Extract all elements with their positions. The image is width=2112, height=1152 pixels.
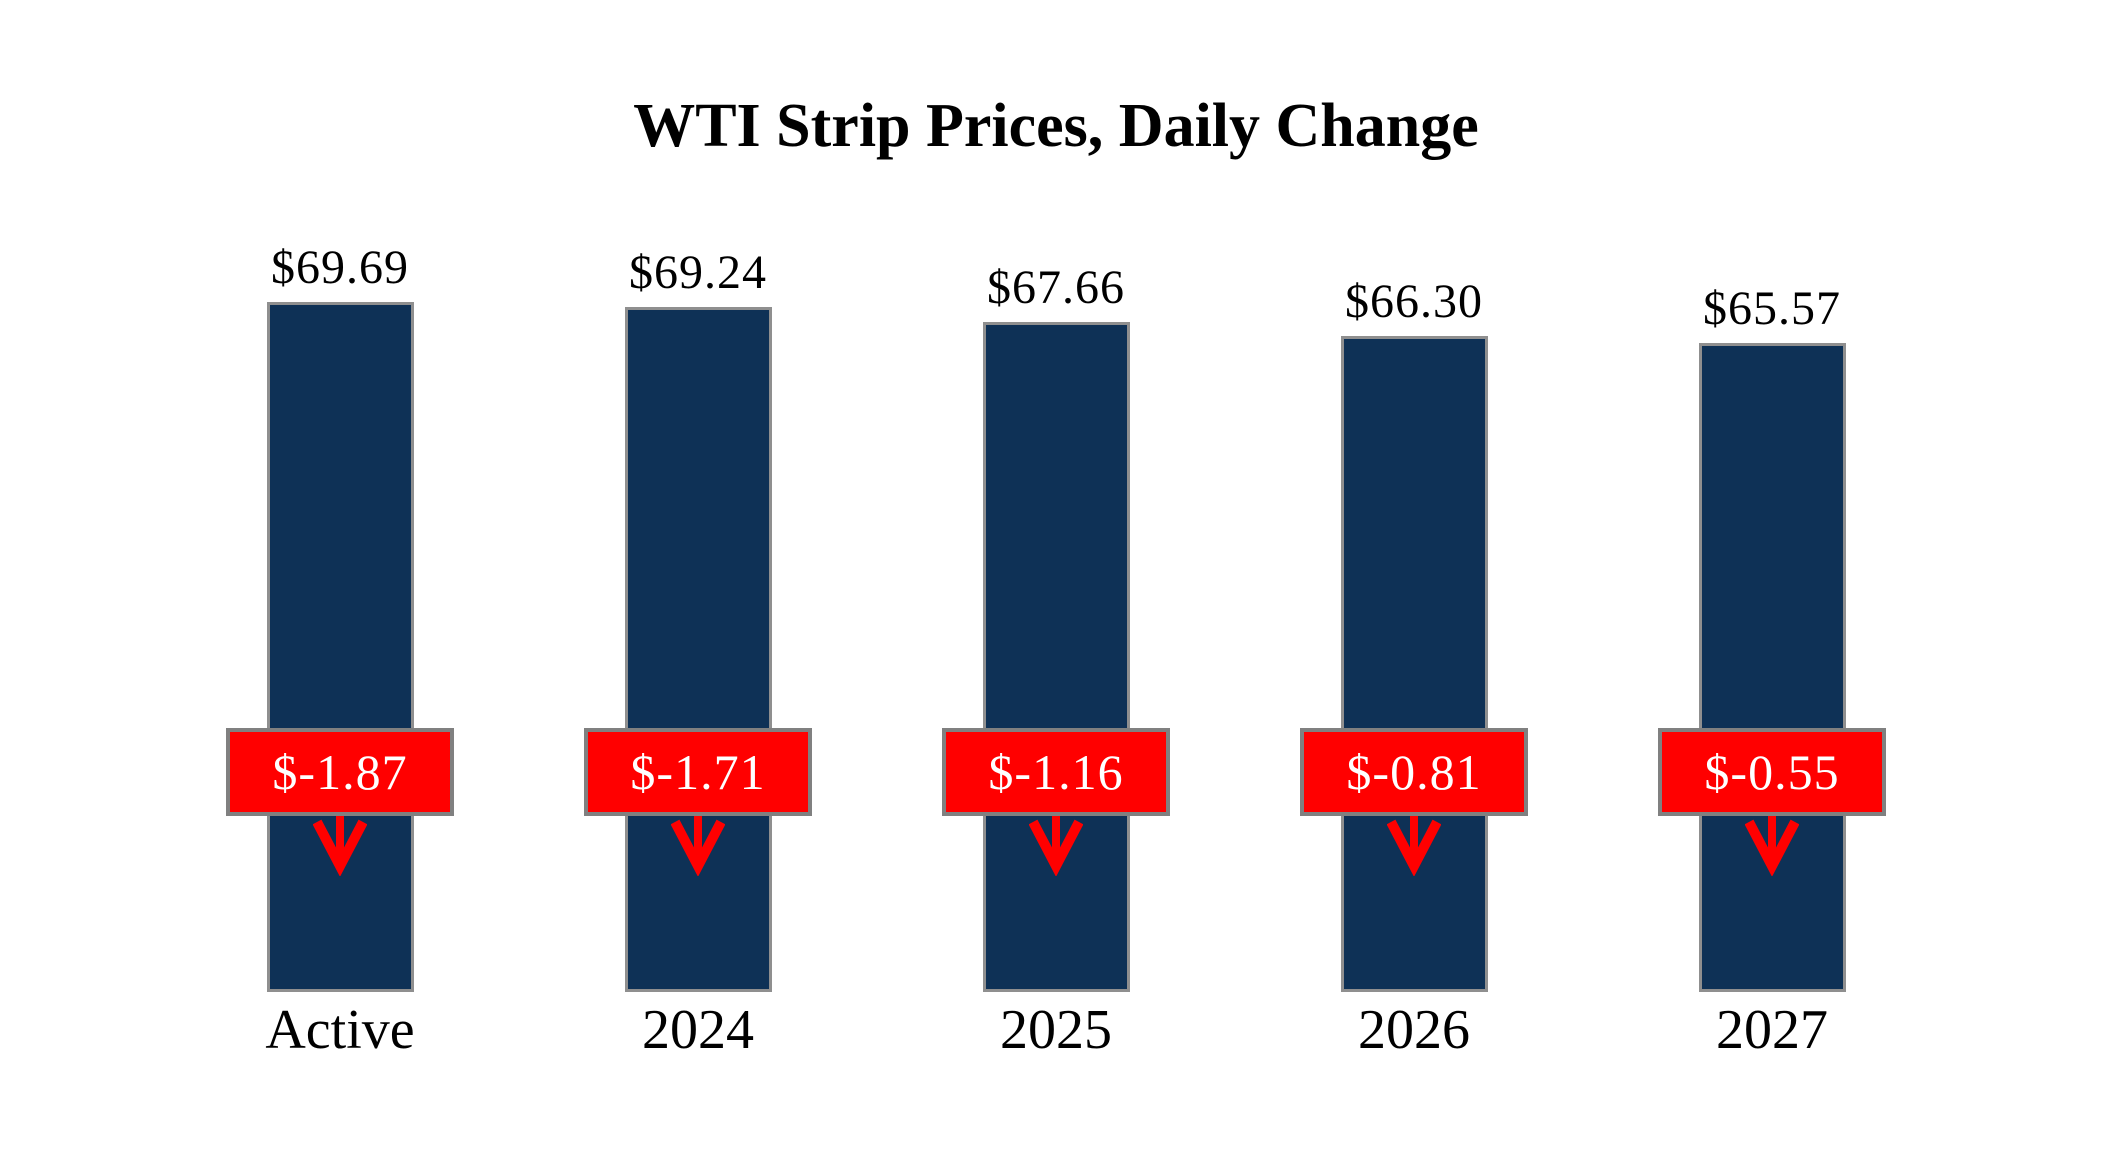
daily-change-badge: $-1.16 <box>942 728 1170 816</box>
category-label: 2025 <box>1000 999 1112 1061</box>
daily-change-value: $-0.55 <box>1704 744 1840 800</box>
daily-change-value: $-1.71 <box>630 744 766 800</box>
daily-change-badge: $-0.81 <box>1300 728 1528 816</box>
daily-change-value: $-0.81 <box>1346 744 1482 800</box>
price-bar <box>266 302 414 992</box>
category-label: Active <box>265 999 415 1061</box>
down-arrow-icon <box>1387 814 1441 876</box>
down-arrow-icon <box>1029 814 1083 876</box>
price-bar <box>624 307 772 992</box>
down-arrow-icon <box>671 814 725 876</box>
daily-change-badge: $-0.55 <box>1658 728 1886 816</box>
chart-title: WTI Strip Prices, Daily Change <box>633 92 1479 160</box>
category-label: 2024 <box>642 999 754 1061</box>
price-bar <box>1340 336 1488 992</box>
category-label: 2027 <box>1716 999 1828 1061</box>
price-value-label: $65.57 <box>1703 282 1841 335</box>
price-value-label: $66.30 <box>1345 275 1483 328</box>
price-value-label: $69.24 <box>629 246 767 299</box>
daily-change-badge: $-1.87 <box>226 728 454 816</box>
daily-change-badge: $-1.71 <box>584 728 812 816</box>
down-arrow-icon <box>313 814 367 876</box>
daily-change-value: $-1.16 <box>988 744 1124 800</box>
category-label: 2026 <box>1358 999 1470 1061</box>
down-arrow-icon <box>1745 814 1799 876</box>
price-bar <box>1698 343 1846 992</box>
price-bar <box>982 322 1130 992</box>
price-value-label: $67.66 <box>987 261 1125 314</box>
price-value-label: $69.69 <box>271 241 409 294</box>
daily-change-value: $-1.87 <box>272 744 408 800</box>
